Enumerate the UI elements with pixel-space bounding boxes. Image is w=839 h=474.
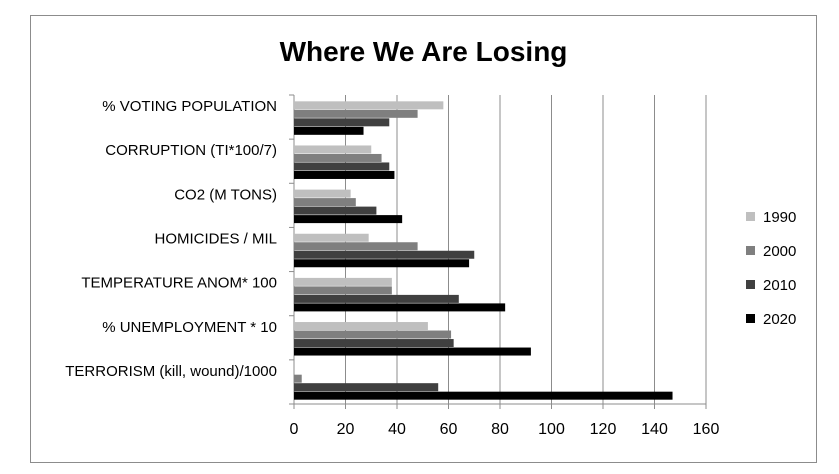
bar <box>294 294 459 303</box>
y-tick-label: % VOTING POPULATION <box>102 98 277 115</box>
x-tick-label: 120 <box>590 421 617 438</box>
bar <box>294 374 302 383</box>
legend-label: 2000 <box>763 243 796 260</box>
legend-label: 2020 <box>763 311 796 328</box>
bar <box>294 277 392 286</box>
bar <box>294 215 403 224</box>
legend-swatch <box>746 280 755 289</box>
bar <box>294 198 356 207</box>
x-tick-label: 80 <box>491 421 509 438</box>
bar <box>294 330 452 339</box>
bar <box>294 162 390 171</box>
bar <box>294 303 506 312</box>
y-tick-label: TEMPERATURE ANOM* 100 <box>81 275 277 292</box>
x-tick-label: 140 <box>641 421 668 438</box>
bar <box>294 391 673 400</box>
bar <box>294 118 390 127</box>
bar <box>294 189 351 198</box>
x-tick-label: 160 <box>693 421 720 438</box>
legend-label: 2010 <box>763 277 796 294</box>
bar <box>294 170 395 179</box>
bar <box>294 153 382 162</box>
legend-label: 1990 <box>763 209 796 226</box>
bar <box>294 250 475 259</box>
y-tick-label: TERRORISM (kill, wound)/1000 <box>65 363 277 380</box>
bar <box>294 206 377 215</box>
x-tick-label: 0 <box>290 421 299 438</box>
y-tick-label: CO2 (M TONS) <box>174 186 277 203</box>
chart-title: Where We Are Losing <box>279 36 568 67</box>
bar <box>294 145 372 154</box>
bar <box>294 286 392 295</box>
bar <box>294 259 470 268</box>
bar <box>294 322 428 331</box>
x-tick-label: 100 <box>538 421 565 438</box>
y-tick-label: HOMICIDES / MIL <box>154 231 277 248</box>
legend-swatch <box>746 212 755 221</box>
bar <box>294 339 454 348</box>
y-tick-label: CORRUPTION (TI*100/7) <box>105 142 277 159</box>
y-tick-label: % UNEMPLOYMENT * 10 <box>102 319 277 336</box>
bar <box>294 109 418 118</box>
x-tick-label: 40 <box>388 421 406 438</box>
bar <box>294 101 444 110</box>
x-tick-label: 20 <box>337 421 355 438</box>
bar <box>294 242 418 251</box>
legend-swatch <box>746 314 755 323</box>
bar <box>294 347 531 356</box>
bar <box>294 233 369 242</box>
legend-swatch <box>746 246 755 255</box>
x-tick-label: 60 <box>440 421 458 438</box>
bar <box>294 126 364 135</box>
bar <box>294 383 439 392</box>
